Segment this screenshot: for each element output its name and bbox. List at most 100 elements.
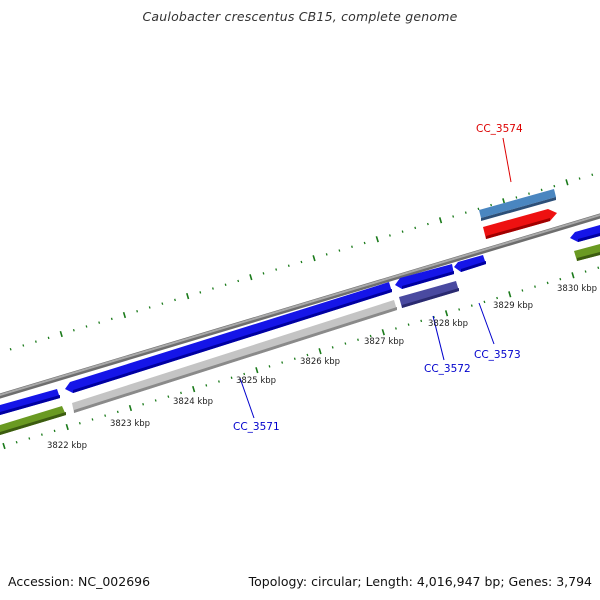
major-tick bbox=[122, 311, 127, 319]
minor-tick bbox=[490, 203, 493, 207]
minor-tick bbox=[293, 357, 296, 360]
minor-tick bbox=[136, 310, 139, 313]
minor-tick bbox=[591, 173, 594, 177]
feature-cc-3574-outer[interactable] bbox=[479, 189, 556, 221]
minor-tick bbox=[414, 226, 417, 230]
feature-cc-3574[interactable] bbox=[483, 209, 557, 239]
major-tick bbox=[2, 442, 6, 450]
minor-tick bbox=[268, 365, 271, 368]
scale-label: 3829 kbp bbox=[493, 301, 533, 311]
gene-label-cc-3574[interactable]: CC_3574 bbox=[476, 123, 523, 135]
inner-tick-row bbox=[2, 266, 600, 450]
minor-tick bbox=[306, 353, 309, 357]
minor-tick bbox=[559, 277, 562, 281]
minor-tick bbox=[401, 230, 404, 233]
minor-tick bbox=[578, 177, 581, 180]
minor-tick bbox=[534, 285, 536, 288]
feature-cc-3572[interactable] bbox=[399, 281, 459, 308]
major-tick bbox=[438, 217, 443, 224]
major-tick bbox=[565, 179, 569, 186]
scale-label: 3826 kbp bbox=[300, 357, 340, 367]
minor-tick bbox=[167, 395, 170, 398]
minor-tick bbox=[47, 336, 50, 340]
minor-tick bbox=[199, 291, 202, 294]
minor-tick bbox=[546, 281, 549, 285]
genome-summary: Topology: circular; Length: 4,016,947 bp… bbox=[248, 574, 592, 589]
leader-cc-3571 bbox=[239, 377, 255, 419]
minor-tick bbox=[496, 296, 499, 300]
gene-label-cc-3572[interactable]: CC_3572 bbox=[424, 363, 471, 375]
major-tick bbox=[571, 272, 575, 279]
minor-tick bbox=[28, 437, 31, 440]
leader-cc-3573 bbox=[478, 302, 495, 345]
map-title: Caulobacter crescentus CB15, complete ge… bbox=[142, 9, 458, 24]
minor-tick bbox=[53, 429, 56, 433]
minor-tick bbox=[521, 289, 524, 292]
gene-label-cc-3571[interactable]: CC_3571 bbox=[233, 421, 280, 433]
minor-tick bbox=[205, 384, 208, 387]
scale-label: 3822 kbp bbox=[47, 441, 87, 451]
minor-tick bbox=[230, 376, 233, 379]
minor-tick bbox=[22, 344, 25, 347]
minor-tick bbox=[452, 215, 455, 218]
major-tick bbox=[312, 255, 316, 262]
minor-tick bbox=[483, 300, 486, 304]
genome-backbone-highlight bbox=[0, 213, 600, 397]
scale-label: 3828 kbp bbox=[428, 319, 468, 329]
major-tick bbox=[444, 310, 449, 317]
major-tick bbox=[508, 291, 512, 298]
feature-rna-right-edge[interactable] bbox=[574, 244, 600, 261]
minor-tick bbox=[553, 184, 556, 188]
gene-label-cc-3573[interactable]: CC_3573 bbox=[474, 349, 521, 361]
feature-cc-3572-upper[interactable] bbox=[395, 264, 454, 289]
major-tick bbox=[381, 329, 385, 336]
leader-cc-3572 bbox=[432, 315, 445, 361]
minor-tick bbox=[275, 268, 278, 271]
feature-cc-3573-upper[interactable] bbox=[454, 255, 486, 272]
minor-tick bbox=[85, 325, 88, 328]
feature-cc-3571-upper[interactable] bbox=[65, 282, 392, 393]
minor-tick bbox=[420, 319, 423, 323]
minor-tick bbox=[407, 323, 410, 326]
minor-tick bbox=[351, 245, 353, 248]
minor-tick bbox=[161, 302, 164, 305]
minor-tick bbox=[217, 380, 220, 383]
minor-tick bbox=[98, 321, 101, 324]
minor-tick bbox=[34, 340, 37, 343]
feature-cc-3571[interactable] bbox=[72, 300, 397, 413]
minor-tick bbox=[9, 347, 12, 351]
minor-tick bbox=[262, 272, 265, 275]
minor-tick bbox=[470, 304, 473, 307]
outer-tick-row bbox=[9, 173, 594, 351]
minor-tick bbox=[154, 399, 157, 402]
minor-tick bbox=[224, 283, 227, 286]
major-tick bbox=[375, 236, 379, 243]
major-tick bbox=[186, 292, 190, 300]
minor-tick bbox=[104, 414, 107, 417]
feature-rna-left-edge[interactable] bbox=[0, 406, 66, 435]
minor-tick bbox=[394, 327, 397, 330]
feature-cds-right-edge[interactable] bbox=[570, 225, 600, 242]
leader-cc-3574 bbox=[502, 137, 512, 183]
minor-tick bbox=[344, 342, 347, 345]
minor-tick bbox=[15, 440, 18, 444]
minor-tick bbox=[211, 287, 214, 290]
minor-tick bbox=[174, 298, 176, 302]
major-tick bbox=[65, 423, 69, 431]
scale-label: 3823 kbp bbox=[110, 419, 150, 429]
minor-tick bbox=[148, 306, 151, 309]
minor-tick bbox=[300, 260, 303, 264]
major-tick bbox=[255, 367, 259, 374]
scale-label: 3825 kbp bbox=[236, 376, 276, 386]
minor-tick bbox=[528, 192, 530, 195]
minor-tick bbox=[72, 328, 75, 332]
major-tick bbox=[192, 385, 196, 393]
feature-cds-left-edge[interactable] bbox=[0, 389, 60, 415]
minor-tick bbox=[243, 372, 246, 376]
minor-tick bbox=[91, 418, 94, 421]
minor-tick bbox=[110, 317, 113, 321]
minor-tick bbox=[540, 188, 543, 192]
minor-tick bbox=[287, 264, 290, 267]
major-tick bbox=[59, 330, 63, 338]
